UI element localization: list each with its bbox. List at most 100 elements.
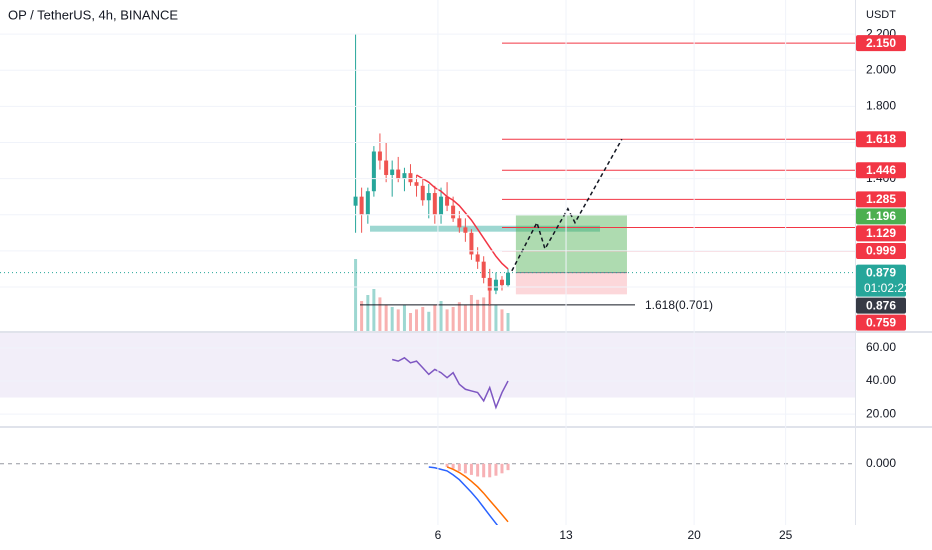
candle-body — [487, 277, 492, 291]
rsi-pane — [0, 333, 855, 415]
macd-hist — [451, 463, 455, 469]
macd-line — [428, 466, 499, 525]
macd-pane — [0, 463, 855, 525]
price-label: 1.285 — [866, 192, 896, 206]
price-label-box — [856, 225, 906, 242]
x-tick-label: 25 — [779, 528, 793, 542]
macd-hist — [482, 463, 486, 478]
volume-bar — [488, 289, 492, 331]
candle-body — [365, 191, 370, 215]
fib-label: 1.618(0.701) — [645, 298, 713, 312]
candle-body — [420, 185, 425, 201]
y-tick-label: 2.000 — [866, 62, 896, 76]
candle-body — [371, 151, 376, 192]
x-tick-label: 13 — [559, 528, 573, 542]
price-label: 1.196 — [866, 209, 896, 223]
candle-body — [432, 193, 437, 215]
volume-bar — [500, 309, 504, 331]
macd-hist — [494, 463, 498, 476]
price-label: 2.150 — [866, 36, 896, 50]
volume-bar — [476, 299, 480, 331]
x-tick-label: 6 — [435, 528, 442, 542]
candle-body — [445, 196, 450, 206]
candle-body — [439, 196, 444, 215]
macd-hist — [506, 463, 510, 471]
candle-body — [499, 279, 504, 286]
candle-body — [402, 173, 407, 179]
pane-separator — [0, 426, 932, 428]
title-bg — [0, 4, 200, 26]
macd-hist — [445, 463, 449, 467]
price-label-box — [856, 162, 906, 179]
support-zone — [370, 225, 600, 232]
currency: USDT — [866, 9, 896, 21]
volume-bar — [378, 297, 382, 331]
price-label-box — [856, 35, 906, 52]
price-label: 0.876 — [866, 298, 896, 312]
candle-body — [469, 232, 474, 255]
volume-bar — [469, 295, 473, 331]
price-label-box — [856, 191, 906, 208]
volume-bar — [439, 301, 443, 331]
candle-body — [408, 173, 413, 183]
volume-bar — [427, 311, 431, 331]
volume-bar — [360, 301, 364, 331]
projection-path — [511, 138, 623, 272]
candle-body — [493, 279, 498, 291]
y-tick-label: 40.00 — [866, 373, 896, 387]
volume-bar — [390, 307, 394, 331]
macd-hist — [457, 463, 461, 471]
candle-body — [451, 205, 456, 219]
price-pane — [0, 34, 855, 331]
volume-bar — [421, 307, 425, 331]
price-label: 1.618 — [866, 132, 896, 146]
candle-body — [414, 182, 419, 186]
volume-bar — [396, 309, 400, 331]
y-tick-label: 0.000 — [866, 456, 896, 470]
price-label: 1.446 — [866, 163, 896, 177]
volume-bar — [457, 302, 461, 331]
candle-body — [481, 261, 486, 278]
price-label-box — [856, 314, 906, 331]
price-label-box — [856, 297, 906, 314]
volume-bar — [506, 313, 510, 331]
price-label-box — [856, 243, 906, 260]
price-label: 0.999 — [866, 244, 896, 258]
chart-title: OP / TetherUS, 4h, BINANCE — [8, 7, 178, 22]
moving-average — [416, 174, 509, 270]
candle-body — [463, 227, 468, 233]
macd-hist — [463, 463, 467, 474]
loss-zone — [515, 272, 627, 295]
y-tick-label: 20.00 — [866, 406, 896, 420]
macd-hist — [469, 463, 473, 475]
price-label-box — [856, 131, 906, 148]
signal-line — [446, 466, 509, 523]
price-label: 0.759 — [866, 315, 896, 329]
candle-body — [475, 254, 480, 262]
macd-hist — [476, 463, 480, 477]
rsi-line — [391, 356, 509, 410]
x-tick-label: 20 — [687, 528, 701, 542]
volume-bar — [408, 313, 412, 331]
volume-bar — [463, 304, 467, 331]
candle-body — [359, 196, 364, 215]
y-tick-label: 1.800 — [866, 99, 896, 113]
axis-border — [855, 0, 856, 525]
volume-bar — [354, 259, 358, 331]
candle-body — [390, 169, 395, 175]
candle-body — [384, 160, 389, 175]
y-tick-label: 60.00 — [866, 340, 896, 354]
candle-body — [506, 272, 511, 286]
volume-bar — [366, 295, 370, 331]
candle-body — [457, 218, 462, 228]
candle-body — [377, 151, 382, 161]
volume-bar — [384, 304, 388, 331]
macd-hist — [488, 463, 492, 478]
macd-hist — [500, 463, 504, 474]
plot: 61320252.2002.0001.8001.6001.4001.2001.0… — [0, 0, 911, 543]
volume-bar — [433, 304, 437, 331]
countdown: 01:02:22 — [864, 281, 911, 295]
price-label-box — [856, 264, 906, 297]
volume-bar — [494, 304, 498, 331]
